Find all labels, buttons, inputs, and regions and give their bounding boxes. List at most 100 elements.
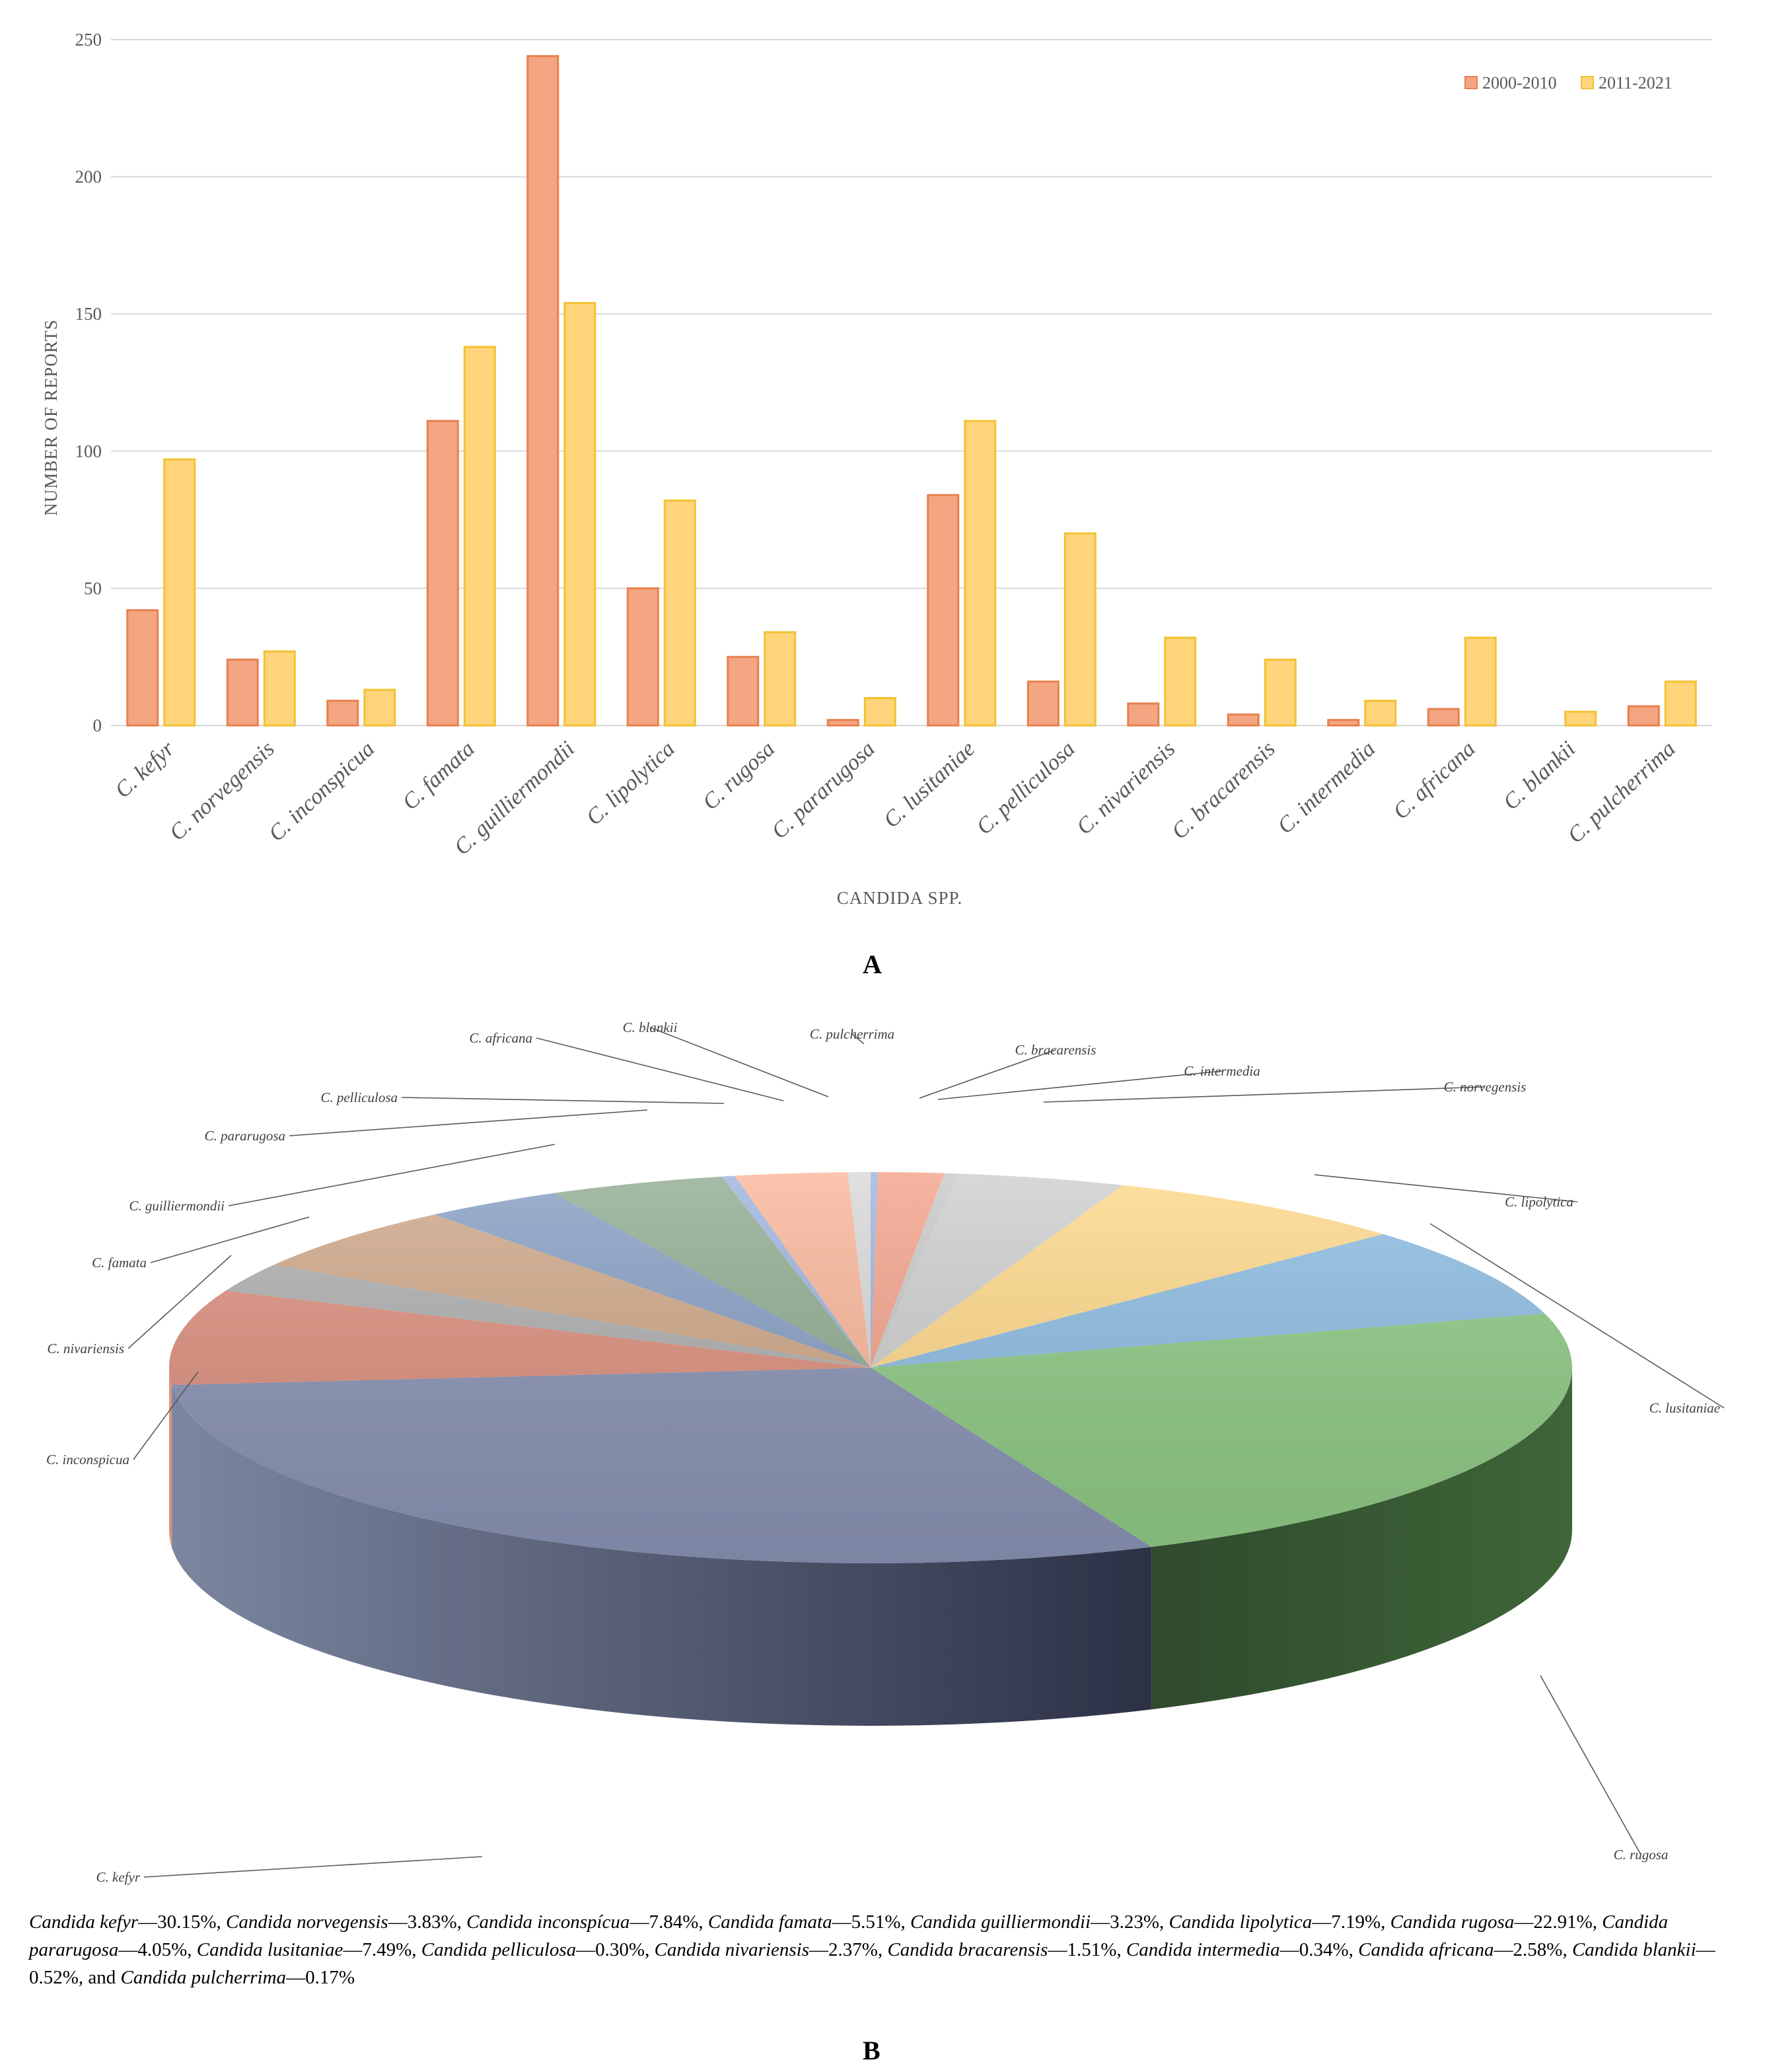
pie-leader-lines <box>127 1027 1725 1878</box>
pie-label: C. guilliermondii <box>129 1198 225 1214</box>
x-axis-title: CANDIDA SPP. <box>837 888 963 908</box>
y-axis-title: NUMBER OF REPORTS <box>41 319 61 515</box>
category-label: C. pararugosa <box>767 737 879 844</box>
bar-2000-2010 <box>927 494 960 727</box>
bar-2011-2021 <box>964 420 997 727</box>
bar-2000-2010 <box>1327 719 1360 727</box>
bar-2011-2021 <box>1264 658 1297 727</box>
bar-2011-2021 <box>863 696 896 727</box>
bar-2011-2021 <box>1564 710 1597 727</box>
caption-text: —30.15%, <box>138 1911 227 1933</box>
bar-2000-2010 <box>1127 702 1160 727</box>
y-tick-label: 100 <box>75 441 102 461</box>
caption-text: —2.58%, <box>1494 1939 1572 1960</box>
caption-species: Candida rugosa <box>1390 1911 1515 1933</box>
pie-chart: C. pulcherrima C. bracarensis C. intermedi… <box>46 1019 1725 1885</box>
leader-line <box>133 1371 199 1460</box>
bar-2000-2010 <box>526 55 559 727</box>
pie-label: C. lipolytica <box>1505 1194 1573 1210</box>
caption-text: —0.17% <box>286 1967 355 1988</box>
bar-2000-2010 <box>426 420 459 727</box>
bar-2011-2021 <box>263 650 296 727</box>
bar-2000-2010 <box>727 655 760 727</box>
legend-label: 2011-2021 <box>1599 73 1673 92</box>
bar-2000-2010 <box>1227 713 1260 727</box>
pie-labels: C. pulcherrima C. bracarensis C. intermedi… <box>46 1019 1720 1885</box>
leader-line <box>649 1027 829 1097</box>
bar-2000-2010 <box>126 609 159 727</box>
leader-line <box>919 1049 1056 1099</box>
leader-line <box>1429 1223 1725 1409</box>
bar-2011-2021 <box>1063 532 1097 727</box>
caption-species: Candida norvegensis <box>226 1911 388 1933</box>
bar-2000-2010 <box>1627 705 1660 727</box>
caption-species: Candida lipolytica <box>1169 1911 1313 1933</box>
leader-line <box>536 1037 784 1101</box>
bar-2011-2021 <box>1364 700 1397 727</box>
y-tick-label: 50 <box>84 578 102 598</box>
category-label: C. intermedia <box>1273 737 1380 839</box>
pie-side-c-inconspicua <box>168 1368 172 1548</box>
bar-2011-2021 <box>1164 636 1197 727</box>
category-label: C. rugosa <box>698 737 779 815</box>
category-label: C. bracarensis <box>1167 737 1280 844</box>
pie-label: C. lusitaniae <box>1649 1400 1720 1416</box>
bar-2011-2021 <box>163 458 196 727</box>
category-label: C. kefyr <box>110 736 180 803</box>
pie-label: C. bracarensis <box>1015 1042 1097 1058</box>
leader-line <box>1043 1086 1486 1103</box>
leader-line <box>143 1856 483 1878</box>
bar-2011-2021 <box>563 302 596 727</box>
figure-caption: Candida kefyr—30.15%, Candida norvegensi… <box>29 1908 1740 1991</box>
category-label: C. pulcherrima <box>1564 737 1680 848</box>
leader-line <box>127 1255 232 1349</box>
pie-label: C. africana <box>469 1030 532 1046</box>
category-label: C. inconspicua <box>264 737 379 846</box>
leader-line <box>851 1033 865 1045</box>
caption-text: —0.52%, and <box>29 1939 1715 1988</box>
pie-label: C. norvegensis <box>1444 1079 1527 1095</box>
caption-species: Candida kefyr <box>29 1911 139 1933</box>
legend: 2000-2010 2011-2021 <box>1464 73 1673 92</box>
y-tick-label: 0 <box>93 716 102 735</box>
pie-slices <box>168 1171 1572 1563</box>
panel-label-a: A <box>863 949 882 979</box>
bar-2011-2021 <box>1464 636 1497 727</box>
bar-2000-2010 <box>1427 708 1460 727</box>
bar-2000-2010 <box>326 700 359 727</box>
caption-species: Candida pulcherrima <box>120 1967 287 1988</box>
caption-text: —7.49%, <box>343 1939 421 1960</box>
caption-text: —22.91%, <box>1514 1911 1603 1933</box>
caption-species: Candida intermedia <box>1126 1939 1280 1960</box>
category-label: C. africana <box>1388 737 1480 825</box>
caption-text: —5.51%, <box>832 1911 910 1933</box>
y-tick-label: 150 <box>75 304 102 324</box>
bar-2011-2021 <box>663 500 696 727</box>
pie-label: C. pelliculosa <box>320 1090 398 1105</box>
caption-text: —0.34%, <box>1279 1939 1359 1960</box>
leader-line <box>150 1216 310 1263</box>
leader-line <box>937 1070 1223 1100</box>
gridlines <box>111 39 1712 726</box>
bars <box>126 55 1697 727</box>
caption-species: Candida pararugosa <box>29 1911 1669 1960</box>
pie-label: C. pararugosa <box>204 1128 285 1144</box>
caption-species: Candida bracarensis <box>887 1939 1048 1960</box>
caption-text: —7.84%, <box>630 1911 708 1933</box>
y-tick-label: 250 <box>75 30 102 50</box>
caption-text: —4.05%, <box>118 1939 197 1960</box>
bar-2011-2021 <box>1664 681 1697 727</box>
pie-label: C. intermedia <box>1184 1063 1260 1079</box>
category-label: C. lusitaniae <box>879 737 980 833</box>
category-label: C. famata <box>398 737 479 815</box>
bar-2000-2010 <box>226 658 259 727</box>
caption-species: Candida inconspícua <box>466 1911 630 1933</box>
caption-species: Candida blankii <box>1571 1939 1696 1960</box>
category-label: C. norvegensis <box>165 737 279 846</box>
leader-line <box>1314 1174 1578 1202</box>
legend-swatch <box>1581 76 1594 89</box>
category-label: C. lipolytica <box>582 737 680 831</box>
pie-label: C. blankii <box>623 1019 678 1035</box>
